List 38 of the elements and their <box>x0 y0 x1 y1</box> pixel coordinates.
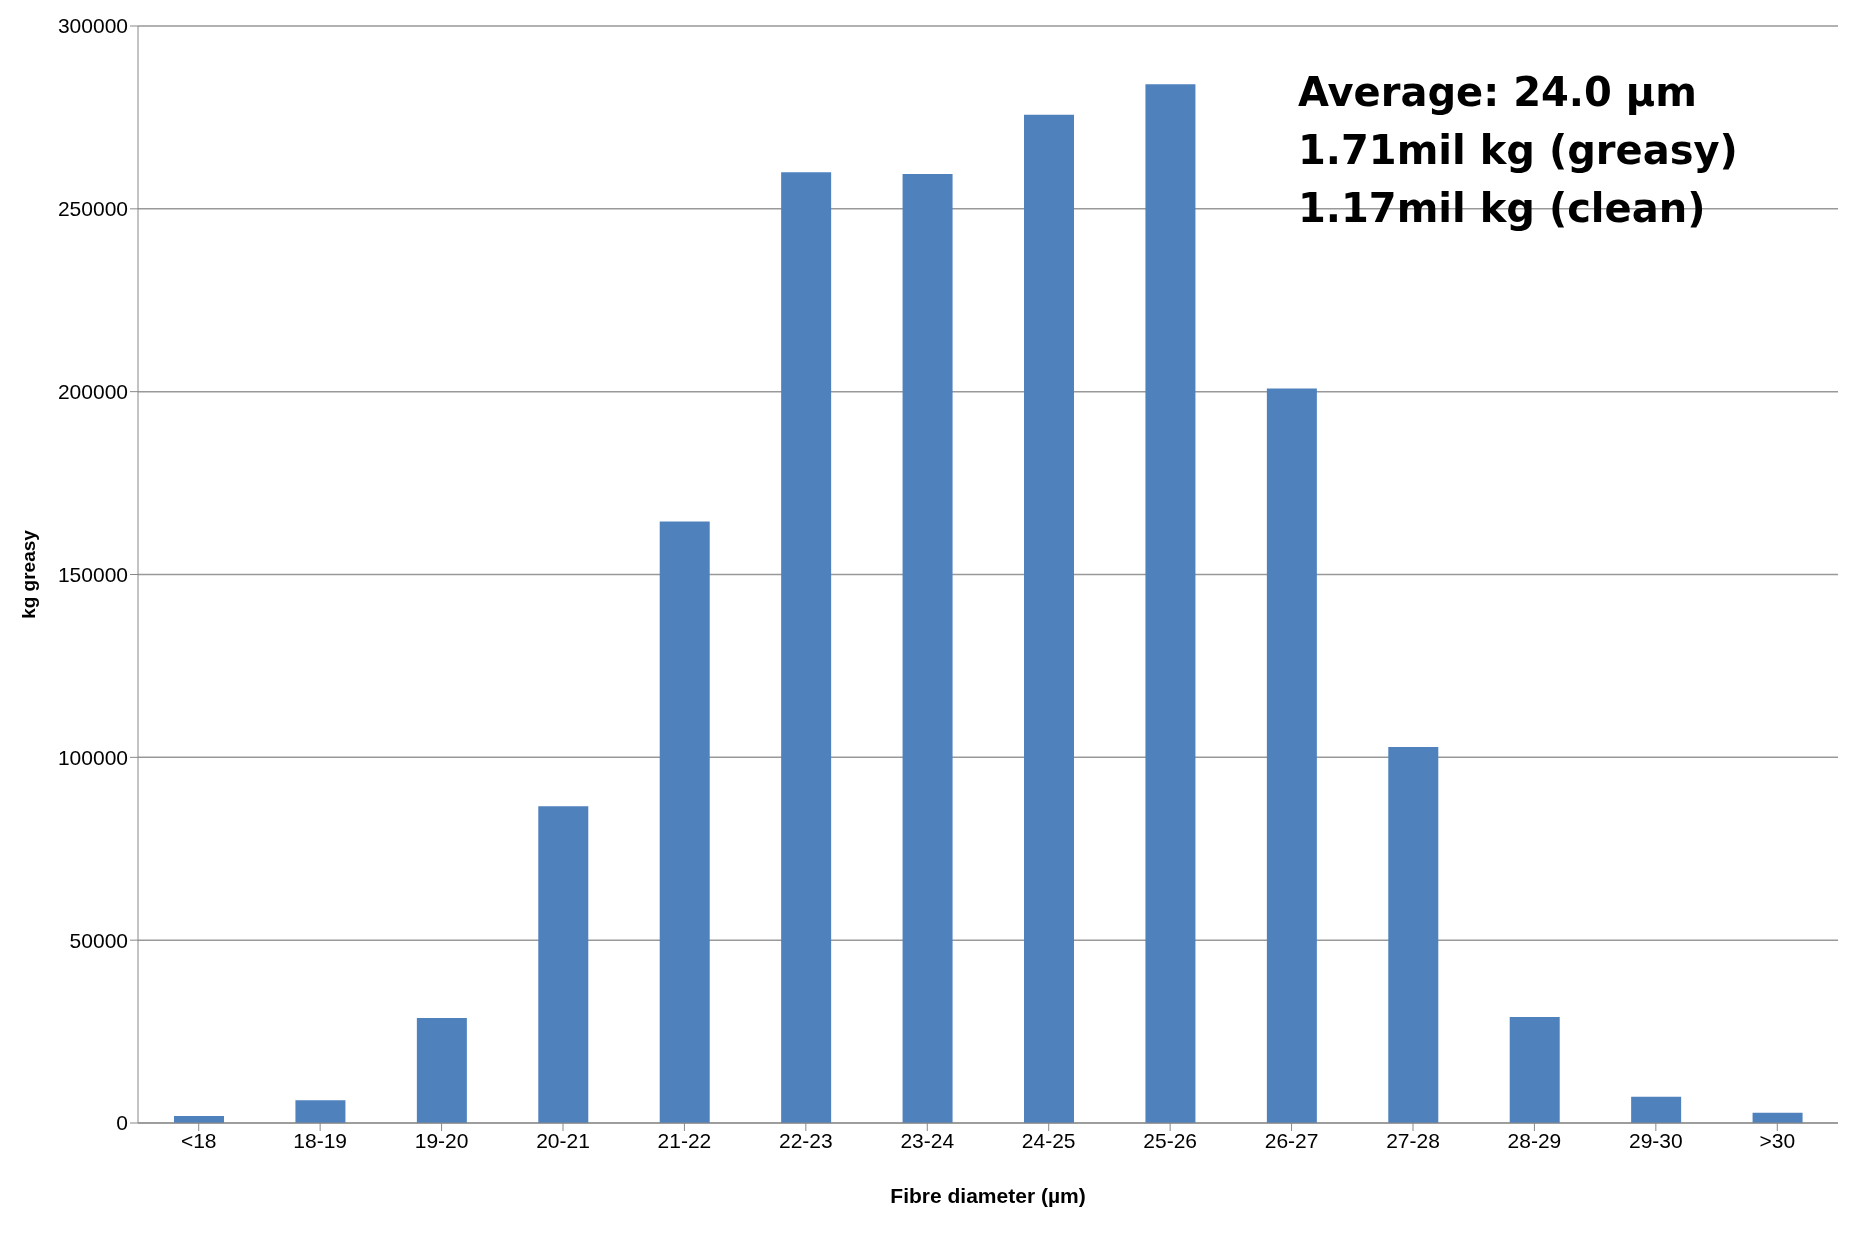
bar <box>1388 747 1439 1123</box>
bar <box>1024 114 1074 1123</box>
annotation: 1.71mil kg (greasy) <box>1298 126 1738 175</box>
x-tick-label: 20-21 <box>536 1128 590 1152</box>
bar <box>1631 1096 1682 1123</box>
x-tick-label: <18 <box>180 1128 217 1152</box>
bar <box>295 1100 346 1123</box>
x-axis-title: Fibre diameter (µm) <box>890 1184 1086 1207</box>
bar <box>416 1018 467 1123</box>
y-tick-label: 100000 <box>57 745 128 769</box>
x-tick-label: 26-27 <box>1264 1128 1319 1152</box>
x-tick-label: 25-26 <box>1143 1128 1197 1152</box>
annotation: Average: 24.0 µm <box>1298 68 1698 117</box>
y-tick-label: 150000 <box>57 562 128 586</box>
x-tick-label: 21-22 <box>657 1128 712 1152</box>
x-tick-label: 24-25 <box>1021 1128 1076 1152</box>
bar <box>1509 1016 1560 1123</box>
bar <box>538 806 589 1123</box>
x-tick-label: 23-24 <box>900 1128 955 1152</box>
annotation: 1.17mil kg (clean) <box>1298 184 1707 233</box>
bar <box>902 174 953 1123</box>
y-tick-label: 200000 <box>57 380 128 404</box>
bar <box>1266 388 1317 1123</box>
bar <box>1145 84 1196 1123</box>
x-tick-label: 29-30 <box>1629 1128 1683 1152</box>
bar <box>781 172 832 1123</box>
x-tick-label: 18-19 <box>293 1128 347 1152</box>
x-tick-label: >30 <box>1759 1128 1796 1152</box>
y-tick-label: 0 <box>116 1111 128 1135</box>
y-tick-label: 50000 <box>69 928 128 952</box>
y-axis-title: kg greasy <box>17 529 39 619</box>
x-tick-label: 27-28 <box>1386 1128 1440 1152</box>
x-tick-label: 19-20 <box>414 1128 469 1152</box>
y-tick-label: 300000 <box>57 14 128 38</box>
x-tick-label: 22-23 <box>779 1128 833 1152</box>
bar <box>659 521 710 1123</box>
y-tick-label: 250000 <box>57 197 128 221</box>
x-tick-label: 28-29 <box>1507 1128 1562 1152</box>
